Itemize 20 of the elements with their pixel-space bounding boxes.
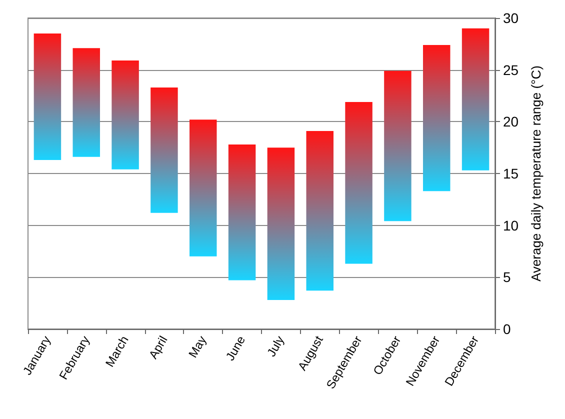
bar <box>306 130 334 291</box>
bar <box>112 60 139 170</box>
y-tick-label: 10 <box>503 217 519 234</box>
bar <box>228 144 256 280</box>
bar <box>150 87 178 213</box>
y-tick-label: 15 <box>503 166 519 182</box>
y-tick-label: 5 <box>503 269 511 286</box>
bar <box>423 44 450 192</box>
bar <box>190 120 217 256</box>
y-axis-title: Average daily temperature range (°C) <box>528 66 544 282</box>
y-tick-label: 25 <box>503 62 519 78</box>
bar <box>72 48 100 157</box>
y-tick-label: 0 <box>503 321 511 337</box>
bar <box>267 148 295 300</box>
y-tick-label: 20 <box>503 114 519 130</box>
bar <box>34 34 62 160</box>
bar <box>384 70 412 222</box>
bar <box>462 28 490 170</box>
bar <box>345 102 372 264</box>
y-tick-label: 30 <box>503 10 519 26</box>
